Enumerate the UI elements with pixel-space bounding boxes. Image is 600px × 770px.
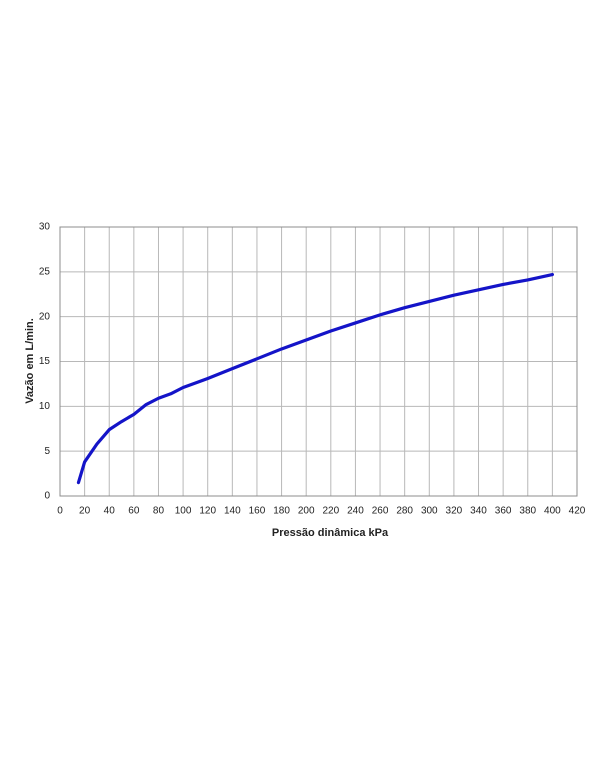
- y-axis-title: Vazão em L/min.: [24, 318, 36, 404]
- x-tick-label: 240: [347, 506, 364, 517]
- x-tick-label: 360: [495, 506, 512, 517]
- y-tick-label: 5: [44, 446, 50, 457]
- x-tick-label: 120: [199, 506, 216, 517]
- y-tick-label: 20: [39, 311, 51, 322]
- y-tick-label: 10: [39, 401, 51, 412]
- x-tick-label: 280: [396, 506, 413, 517]
- x-tick-label: 0: [57, 506, 63, 517]
- x-tick-label: 180: [273, 506, 290, 517]
- x-tick-label: 300: [421, 506, 438, 517]
- x-tick-label: 400: [544, 506, 561, 517]
- x-tick-label: 420: [569, 506, 586, 517]
- x-tick-label: 260: [372, 506, 389, 517]
- x-tick-label: 200: [298, 506, 315, 517]
- x-tick-label: 20: [79, 506, 91, 517]
- x-tick-label: 320: [446, 506, 463, 517]
- x-tick-label: 40: [104, 506, 116, 517]
- x-tick-label: 220: [322, 506, 339, 517]
- x-tick-label: 80: [153, 506, 165, 517]
- x-tick-label: 340: [470, 506, 487, 517]
- x-tick-label: 380: [519, 506, 536, 517]
- x-tick-label: 60: [128, 506, 140, 517]
- plot-area: [59, 226, 578, 497]
- y-tick-label: 30: [39, 222, 51, 233]
- y-tick-label: 15: [39, 356, 51, 367]
- data-line: [76, 272, 554, 485]
- x-tick-label: 160: [249, 506, 266, 517]
- x-tick-label: 140: [224, 506, 241, 517]
- x-tick-label: 100: [175, 506, 192, 517]
- y-tick-label: 25: [39, 266, 51, 277]
- y-tick-label: 0: [44, 491, 50, 502]
- x-axis-title: Pressão dinâmica kPa: [272, 527, 389, 539]
